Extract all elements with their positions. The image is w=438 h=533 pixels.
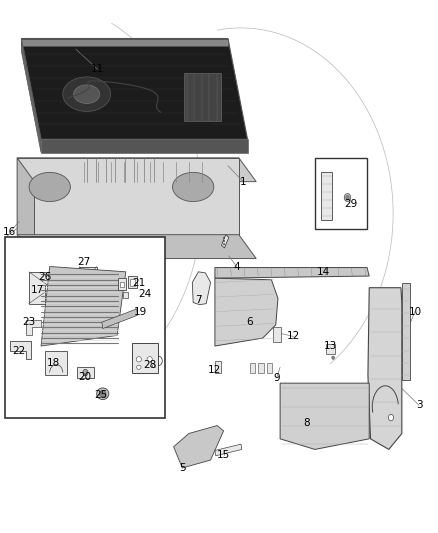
Text: 22: 22 — [12, 346, 25, 357]
Polygon shape — [173, 425, 224, 468]
Text: 7: 7 — [195, 295, 202, 305]
Polygon shape — [17, 158, 239, 235]
Text: 28: 28 — [143, 360, 156, 369]
Ellipse shape — [63, 77, 110, 111]
Text: 18: 18 — [46, 358, 60, 368]
Ellipse shape — [83, 369, 88, 376]
Ellipse shape — [147, 357, 152, 362]
Polygon shape — [77, 367, 94, 378]
Polygon shape — [21, 38, 228, 46]
Polygon shape — [17, 158, 35, 259]
Text: 17: 17 — [31, 285, 44, 295]
Polygon shape — [46, 351, 67, 375]
Ellipse shape — [389, 415, 394, 421]
Polygon shape — [215, 268, 369, 278]
Ellipse shape — [97, 388, 109, 400]
Text: 20: 20 — [78, 372, 91, 382]
Bar — [267, 363, 272, 373]
Polygon shape — [41, 266, 126, 346]
Ellipse shape — [346, 196, 349, 200]
Text: 13: 13 — [324, 341, 337, 351]
Polygon shape — [123, 292, 128, 298]
Text: 6: 6 — [246, 317, 253, 327]
Polygon shape — [17, 235, 256, 259]
Ellipse shape — [137, 365, 141, 369]
Bar — [273, 327, 281, 342]
Text: 1: 1 — [240, 176, 247, 187]
Text: 21: 21 — [132, 278, 145, 288]
Polygon shape — [29, 272, 74, 304]
Text: 9: 9 — [273, 373, 280, 383]
Text: 27: 27 — [77, 257, 90, 267]
Ellipse shape — [152, 365, 156, 368]
Bar — [315, 158, 367, 229]
Polygon shape — [118, 278, 126, 290]
Text: 25: 25 — [95, 390, 108, 400]
Ellipse shape — [223, 240, 225, 242]
Bar — [258, 363, 264, 373]
Polygon shape — [280, 383, 369, 449]
Ellipse shape — [99, 391, 106, 397]
Bar — [132, 343, 159, 373]
Bar — [5, 237, 166, 418]
Ellipse shape — [223, 244, 225, 245]
Text: 10: 10 — [408, 306, 421, 317]
Polygon shape — [102, 309, 138, 328]
Ellipse shape — [332, 356, 335, 359]
Text: 5: 5 — [179, 463, 186, 473]
Text: 24: 24 — [139, 289, 152, 299]
Polygon shape — [17, 158, 256, 182]
Ellipse shape — [344, 193, 351, 201]
Text: 26: 26 — [38, 272, 51, 282]
Bar — [130, 279, 135, 286]
Polygon shape — [368, 288, 402, 449]
Polygon shape — [79, 266, 97, 298]
Ellipse shape — [74, 85, 100, 103]
Polygon shape — [215, 278, 278, 346]
Text: 12: 12 — [287, 332, 300, 342]
Text: 29: 29 — [344, 199, 357, 209]
Polygon shape — [26, 319, 41, 335]
Polygon shape — [41, 139, 247, 152]
Polygon shape — [222, 235, 229, 248]
Text: 8: 8 — [303, 418, 310, 428]
Text: 11: 11 — [91, 64, 104, 74]
Polygon shape — [215, 444, 242, 456]
Bar — [215, 361, 222, 373]
Ellipse shape — [223, 237, 225, 239]
Text: 16: 16 — [3, 227, 16, 237]
Polygon shape — [21, 38, 41, 152]
Ellipse shape — [136, 357, 141, 362]
Polygon shape — [128, 276, 137, 288]
Text: 15: 15 — [217, 450, 230, 460]
Text: 23: 23 — [22, 317, 35, 327]
Text: 12: 12 — [208, 365, 222, 375]
Ellipse shape — [29, 172, 71, 201]
Text: 14: 14 — [317, 267, 330, 277]
Ellipse shape — [173, 172, 214, 201]
Polygon shape — [21, 38, 247, 139]
Polygon shape — [192, 272, 211, 305]
Bar — [250, 363, 255, 373]
Text: 3: 3 — [416, 400, 423, 410]
Text: 19: 19 — [134, 306, 147, 317]
Bar — [184, 73, 222, 120]
Text: 4: 4 — [233, 262, 240, 271]
Polygon shape — [402, 284, 410, 381]
Bar — [120, 282, 124, 287]
Polygon shape — [321, 172, 332, 220]
Bar — [326, 344, 336, 354]
Polygon shape — [10, 341, 32, 359]
